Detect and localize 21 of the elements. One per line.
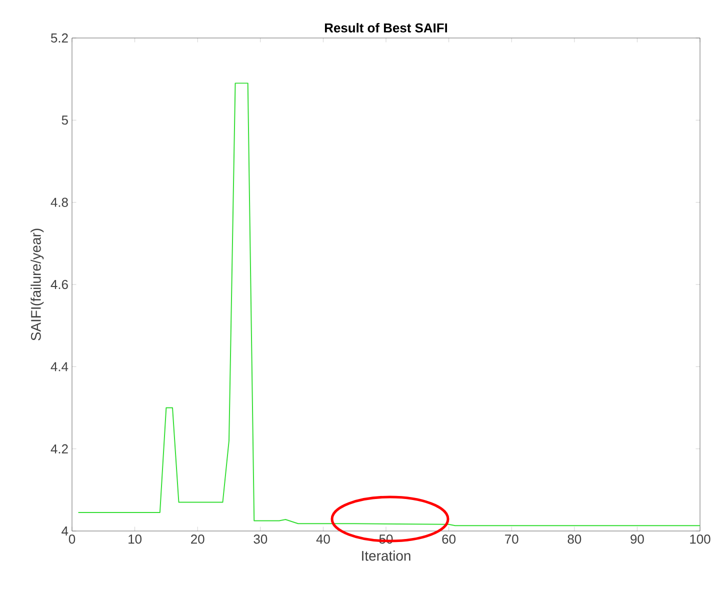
- x-tick-label: 0: [68, 534, 76, 544]
- x-tick-label: 80: [568, 534, 582, 544]
- x-tick-label: 40: [316, 534, 330, 544]
- y-tick-label: 5.2: [50, 33, 68, 43]
- line-series: [78, 82, 700, 526]
- x-tick-label: 90: [630, 534, 644, 544]
- y-tick-label: 4.2: [50, 444, 68, 454]
- x-tick-label: 30: [254, 534, 268, 544]
- y-tick-label: 4.4: [50, 362, 68, 372]
- y-axis-title: SAIFI(failure/year): [30, 228, 44, 340]
- y-tick-label: 4.8: [50, 198, 68, 207]
- y-tick-label: 5: [62, 116, 68, 125]
- x-tick-label: 20: [191, 534, 204, 544]
- x-tick-label: 70: [505, 534, 518, 544]
- y-tick-label: 4: [62, 526, 68, 536]
- x-tick-label: 100: [690, 534, 710, 544]
- x-axis-title: Iteration: [362, 550, 410, 561]
- chart-title: Result of Best SAIFI: [324, 22, 448, 32]
- x-tick-label: 10: [128, 534, 142, 544]
- x-tick-label: 60: [442, 534, 456, 544]
- y-tick-label: 4.6: [50, 280, 68, 290]
